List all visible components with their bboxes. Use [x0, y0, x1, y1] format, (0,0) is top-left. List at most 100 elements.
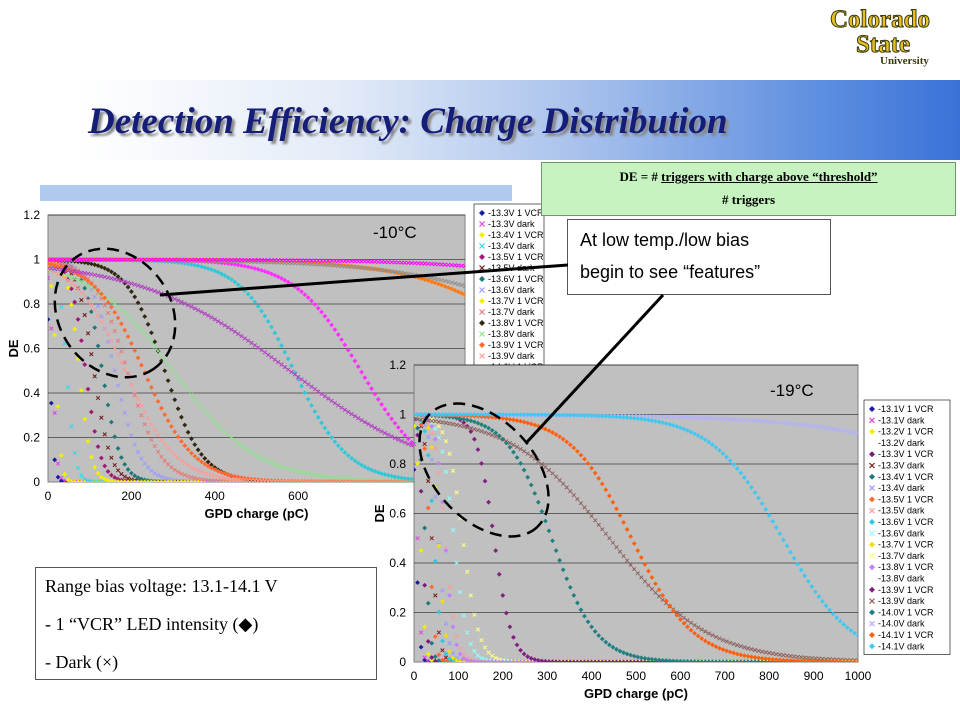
data-point	[342, 450, 348, 455]
data-point	[399, 479, 404, 482]
data-point	[366, 421, 371, 427]
data-point	[219, 426, 224, 432]
data-point	[795, 422, 800, 427]
data-point	[624, 651, 630, 657]
data-point	[382, 479, 388, 482]
data-point	[635, 659, 641, 662]
data-point	[169, 465, 174, 470]
data-point	[249, 476, 254, 482]
data-point	[493, 548, 499, 553]
data-point	[399, 429, 405, 434]
data-point	[65, 385, 71, 390]
data-point	[78, 479, 84, 482]
data-point	[175, 257, 181, 262]
data-point	[568, 489, 573, 494]
data-point	[229, 479, 234, 482]
data-point	[229, 257, 234, 263]
data-point	[443, 621, 449, 626]
data-point	[125, 467, 131, 472]
data-point	[225, 325, 231, 330]
data-point	[72, 450, 77, 456]
data-point	[713, 659, 719, 662]
data-point	[89, 479, 94, 482]
data-point	[855, 431, 858, 436]
data-point	[269, 355, 274, 360]
data-point	[346, 258, 351, 264]
data-point	[409, 479, 414, 482]
data-point	[275, 336, 281, 342]
data-point	[436, 609, 442, 615]
data-point	[239, 333, 244, 339]
data-point	[788, 653, 793, 659]
data-point	[325, 318, 331, 323]
data-point	[767, 419, 772, 424]
x-tick-label: 400	[205, 489, 225, 503]
data-point	[649, 575, 655, 580]
data-point	[774, 651, 779, 657]
data-point	[440, 598, 445, 604]
data-point	[830, 426, 836, 432]
data-point	[624, 659, 630, 662]
data-point	[95, 471, 101, 476]
data-point	[749, 659, 754, 662]
data-point	[189, 465, 194, 470]
data-point	[695, 659, 701, 662]
y-tick-label: 0	[33, 475, 40, 489]
data-point	[195, 456, 201, 462]
decorative-strip	[40, 185, 512, 201]
data-point	[335, 332, 341, 337]
data-point	[362, 464, 368, 470]
data-point	[79, 473, 84, 478]
data-point	[646, 659, 651, 662]
data-point	[443, 655, 449, 660]
data-point	[279, 259, 284, 265]
data-point	[285, 356, 291, 362]
data-point	[429, 584, 435, 590]
data-point	[596, 522, 601, 527]
data-point	[409, 443, 414, 448]
data-point	[249, 258, 254, 264]
data-point	[359, 479, 364, 482]
data-point	[458, 646, 463, 651]
data-point	[315, 414, 321, 420]
data-point	[202, 311, 207, 316]
data-point	[767, 650, 772, 656]
data-point	[610, 499, 616, 505]
data-point	[129, 382, 134, 387]
data-point	[359, 259, 364, 264]
data-point	[129, 477, 134, 482]
data-point	[75, 465, 81, 471]
data-point	[235, 477, 241, 482]
data-point	[557, 478, 562, 483]
data-point	[165, 378, 171, 384]
data-point	[461, 613, 466, 618]
logo-line1: Colorado	[830, 6, 930, 33]
legend-marker	[479, 232, 485, 238]
data-point	[432, 634, 438, 639]
data-point	[159, 437, 164, 442]
data-point	[92, 428, 98, 434]
legend-marker	[479, 320, 485, 326]
data-point	[205, 472, 211, 477]
data-point	[402, 440, 408, 445]
data-point	[129, 433, 134, 438]
data-point	[202, 408, 207, 414]
data-point	[132, 473, 138, 479]
data-point	[145, 430, 151, 435]
data-point	[149, 422, 154, 427]
data-point	[132, 393, 137, 398]
data-point	[115, 468, 121, 473]
data-point	[195, 479, 201, 482]
data-point	[599, 481, 605, 487]
data-point	[302, 390, 308, 396]
data-point	[159, 479, 164, 482]
data-point	[770, 419, 775, 425]
data-point	[102, 476, 108, 482]
data-point	[135, 450, 141, 455]
data-point	[557, 659, 563, 662]
data-point	[543, 658, 548, 662]
data-point	[699, 627, 704, 632]
data-point	[306, 258, 311, 263]
data-point	[209, 416, 214, 421]
data-point	[724, 416, 729, 422]
